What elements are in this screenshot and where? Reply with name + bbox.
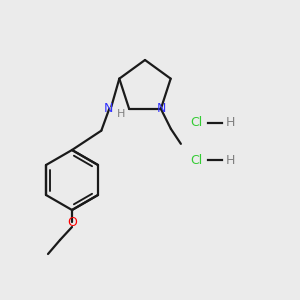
Text: O: O xyxy=(67,217,77,230)
Text: H: H xyxy=(225,116,235,130)
Text: N: N xyxy=(157,102,167,115)
Text: H: H xyxy=(117,109,125,119)
Text: Cl: Cl xyxy=(190,154,202,166)
Text: H: H xyxy=(225,154,235,166)
Text: N: N xyxy=(103,102,113,115)
Text: Cl: Cl xyxy=(190,116,202,130)
